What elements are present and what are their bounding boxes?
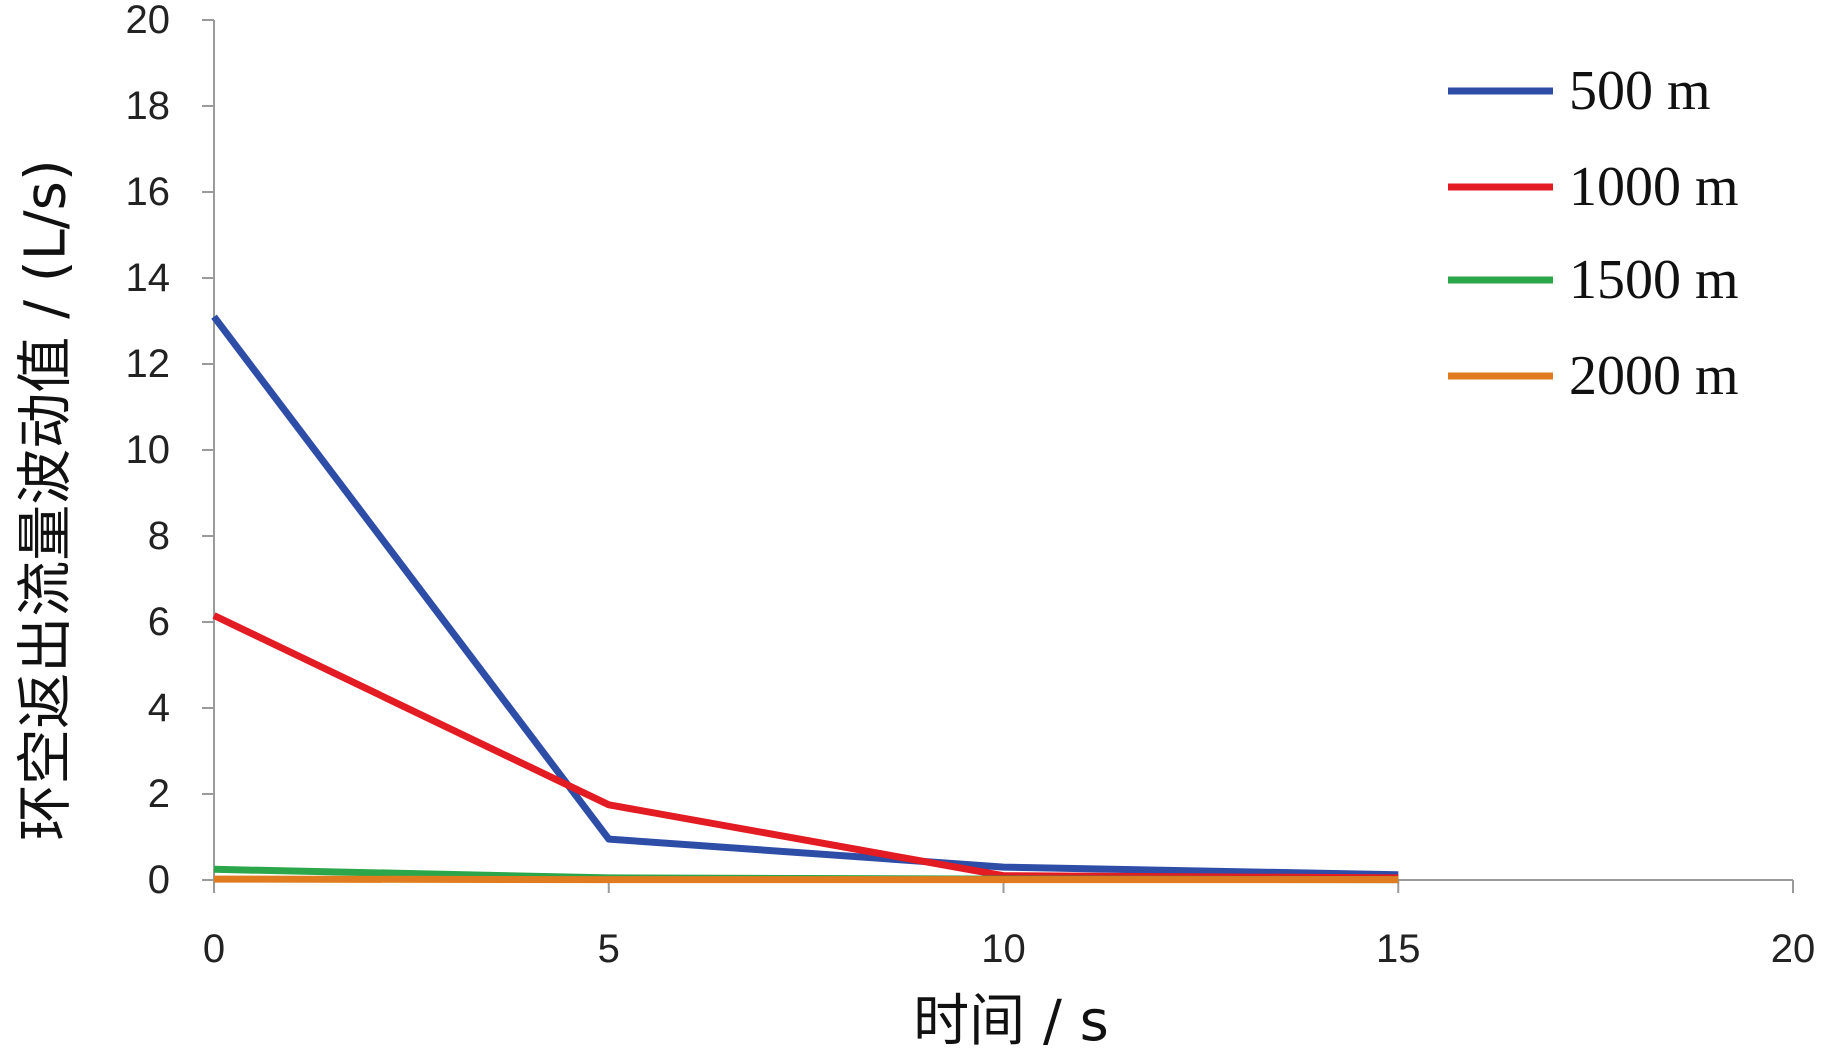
series-layer [211, 314, 1399, 884]
x-tick-label: 5 [598, 927, 620, 971]
y-tick-label: 20 [126, 0, 171, 42]
y-tick-label: 10 [126, 428, 171, 472]
legend: 500 m 1000 m 1500 m 2000 m [1448, 60, 1739, 407]
y-tick-label: 8 [148, 514, 170, 558]
y-tick-label: 6 [148, 600, 170, 644]
series-line-500-m [211, 314, 1399, 879]
y-axis-title: 环空返出流量波动值 / (L/s) [14, 159, 79, 840]
y-tick-label: 4 [148, 686, 170, 730]
x-tick-label: 10 [981, 927, 1026, 971]
y-tick-label: 2 [148, 772, 170, 816]
x-tick-label: 15 [1376, 927, 1421, 971]
legend-label: 1500 m [1569, 249, 1739, 311]
y-tick-label: 0 [148, 858, 170, 902]
x-axis-title: 时间 / s [913, 989, 1109, 1054]
y-tick-label: 16 [126, 170, 171, 214]
series-line-1000-m [212, 612, 1399, 882]
y-tick-label: 14 [126, 256, 171, 300]
x-tick-label: 0 [203, 927, 225, 971]
x-tick-label: 20 [1771, 927, 1816, 971]
legend-label: 1000 m [1569, 156, 1739, 218]
series-line-2000-m [213, 875, 1399, 884]
legend-label: 2000 m [1569, 345, 1739, 407]
y-tick-label: 12 [126, 342, 171, 386]
legend-label: 500 m [1569, 60, 1711, 122]
y-tick-label: 18 [126, 84, 171, 128]
axes: 0 2 4 6 8 10 12 14 16 18 20 0 5 10 15 20 [126, 0, 1816, 971]
